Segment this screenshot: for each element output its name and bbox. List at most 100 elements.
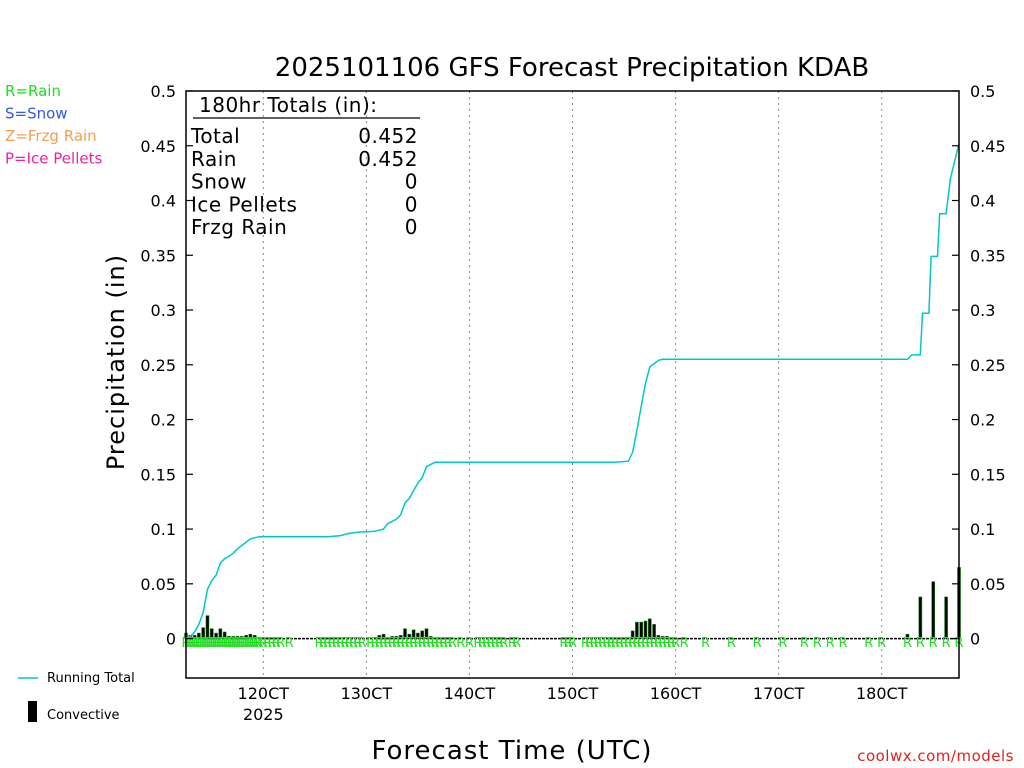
precip-type-marker: R <box>422 636 431 651</box>
precip-type-marker: R <box>231 636 240 651</box>
precip-type-marker: R <box>358 636 367 651</box>
precip-type-marker: R <box>615 636 624 651</box>
precip-type-marker: R <box>332 636 341 651</box>
precip-type-marker: R <box>285 636 294 651</box>
precip-type-marker: R <box>478 636 487 651</box>
totals-row-value: 0 <box>405 170 418 194</box>
precip-type-legend-item: P=Ice Pellets <box>5 150 102 168</box>
totals-row-label: Total <box>190 124 240 148</box>
precip-type-marker: R <box>800 636 809 651</box>
precip-type-marker: R <box>624 636 633 651</box>
precip-type-marker: R <box>658 636 667 651</box>
y-axis-label: Precipitation (in) <box>102 254 130 470</box>
precip-type-marker: R <box>207 636 216 651</box>
plot-frame <box>185 90 960 679</box>
running-total-legend-label: Running Total <box>47 671 135 686</box>
precip-type-marker: R <box>486 636 495 651</box>
y-tick-label-right: 0.3 <box>970 301 995 320</box>
precip-type-marker: R <box>877 636 886 651</box>
convective-bar <box>231 636 236 639</box>
precip-type-marker: R <box>589 636 598 651</box>
precip-type-marker: R <box>227 636 236 651</box>
precip-type-marker: R <box>559 636 568 651</box>
totals-row-value: 0.452 <box>358 147 418 171</box>
precip-type-marker: R <box>242 636 251 651</box>
x-axis-label: Forecast Time (UTC) <box>371 736 652 766</box>
precip-type-marker: R <box>233 636 242 651</box>
running-total-line <box>185 143 960 640</box>
precip-type-marker: R <box>465 636 474 651</box>
precip-type-marker: R <box>239 636 248 651</box>
precip-type-legend: R=Rain S=Snow Z=Frzg Rain P=Ice Pellets <box>5 82 102 168</box>
precip-type-marker: R <box>864 636 873 651</box>
precip-type-marker: R <box>435 636 444 651</box>
precip-type-marker: R <box>276 636 285 651</box>
precip-type-marker: R <box>209 636 218 651</box>
totals-rows: Total 0.452 Rain 0.452 Snow 0 Ice Pellets 0 Frzg… <box>190 124 418 239</box>
convective-bar <box>235 636 240 639</box>
precip-type-marker: R <box>482 636 491 651</box>
x-tick-label: 170CT <box>753 684 805 703</box>
precip-type-marker: R <box>628 636 637 651</box>
convective-bar <box>944 596 948 639</box>
precip-type-marker: R <box>252 636 261 651</box>
precip-type-marker: R <box>214 636 223 651</box>
precip-type-marker: R <box>246 636 255 651</box>
precip-type-marker: R <box>267 636 276 651</box>
precip-type-marker: R <box>396 636 405 651</box>
precip-type-marker: R <box>753 636 762 651</box>
totals-row-label: Ice Pellets <box>191 192 297 216</box>
precip-type-marker: R <box>456 636 465 651</box>
y-tick-label-right: 0.15 <box>970 465 1006 484</box>
totals-row-value: 0.452 <box>358 124 418 148</box>
precip-type-marker: R <box>345 636 354 651</box>
convective-bar <box>240 636 244 639</box>
totals-row-value: 0 <box>405 192 418 216</box>
convective-bar <box>416 632 420 639</box>
precip-type-marker: R <box>916 636 925 651</box>
precip-type-legend-item: R=Rain <box>5 82 61 100</box>
y-tick-label-left: 0.15 <box>140 465 176 484</box>
precip-type-marker: R <box>473 636 482 651</box>
precip-type-marker: R <box>366 636 375 651</box>
x-tick-label: 160CT <box>650 684 702 703</box>
precip-type-marker: R <box>205 636 214 651</box>
precip-type-marker: R <box>431 636 440 651</box>
convective-bar <box>931 581 936 639</box>
precip-type-marker: R <box>632 636 641 651</box>
precip-type-marker: R <box>568 636 577 651</box>
y-tick-label-right: 0.05 <box>970 575 1006 594</box>
precip-type-marker: R <box>903 636 912 651</box>
precip-type-marker: R <box>383 636 392 651</box>
precip-type-marker: R <box>218 636 227 651</box>
precip-type-marker: R <box>611 636 620 651</box>
precip-type-marker: R <box>594 636 603 651</box>
precip-type-marker: R <box>448 636 457 651</box>
precip-type-marker: R <box>409 636 418 651</box>
precip-type-marker: R <box>254 636 263 651</box>
precip-type-marker: R <box>244 636 253 651</box>
precip-type-marker: R <box>212 636 221 651</box>
precip-type-marker: R <box>499 636 508 651</box>
precip-type-marker: R <box>564 636 573 651</box>
precip-type-marker: R <box>602 636 611 651</box>
precip-type-marker: R <box>192 636 201 651</box>
y-tick-label-left: 0.5 <box>151 82 176 101</box>
totals-title: 180hr Totals (in): <box>199 93 378 117</box>
convective-bar <box>403 628 407 639</box>
precip-type-marker: R <box>426 636 435 651</box>
precip-type-marker: R <box>315 636 324 651</box>
precip-type-marker: R <box>662 636 671 651</box>
precip-type-marker: R <box>216 636 225 651</box>
precip-type-marker: R <box>495 636 504 651</box>
convective-bar <box>411 629 416 639</box>
precip-type-marker: R <box>263 636 272 651</box>
precip-type-marker: R <box>196 636 205 651</box>
precip-type-marker: R <box>379 636 388 651</box>
precip-type-marker: R <box>327 636 336 651</box>
precip-type-marker: R <box>349 636 358 651</box>
precip-type-marker: R <box>248 636 257 651</box>
precip-type-marker: R <box>375 636 384 651</box>
totals-row-label: Rain <box>191 147 237 171</box>
